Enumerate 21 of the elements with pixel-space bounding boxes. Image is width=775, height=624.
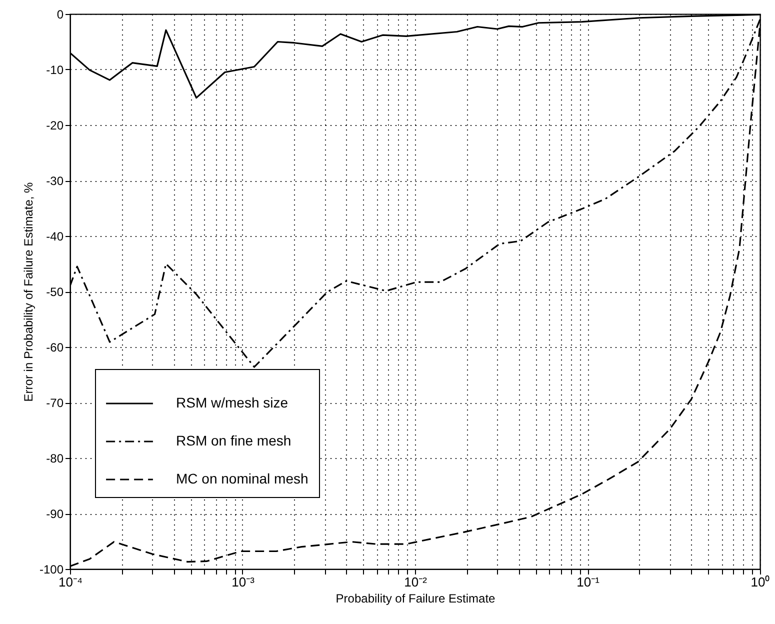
x-tick-label: 10⁻³ xyxy=(232,574,256,590)
y-tick-label: -10 xyxy=(46,63,64,77)
y-tick-label: 0 xyxy=(56,8,64,22)
y-tick-label: -50 xyxy=(46,285,64,299)
legend-label: MC on nominal mesh xyxy=(176,470,308,486)
y-tick-label: -90 xyxy=(46,507,64,521)
y-tick-label: -80 xyxy=(46,452,64,466)
y-tick-label: -70 xyxy=(46,396,64,410)
y-tick-label: -30 xyxy=(46,174,64,188)
legend-label: RSM on fine mesh xyxy=(176,432,292,448)
x-tick-label: 10⁰ xyxy=(750,574,770,590)
y-tick-label: -60 xyxy=(46,340,64,354)
x-tick-label: 10⁻¹ xyxy=(576,574,600,590)
y-axis-title: Error in Probability of Failure Estimate, % xyxy=(21,182,36,402)
y-tick-label: -40 xyxy=(46,230,64,244)
y-tick-label: -20 xyxy=(46,118,64,132)
x-axis-title: Probability of Failure Estimate xyxy=(336,592,496,606)
x-tick-label: 10⁻² xyxy=(404,574,428,590)
legend-label: RSM w/mesh size xyxy=(176,394,288,410)
y-tick-label: -100 xyxy=(39,562,64,576)
x-tick-label: 10⁻⁴ xyxy=(58,574,83,590)
